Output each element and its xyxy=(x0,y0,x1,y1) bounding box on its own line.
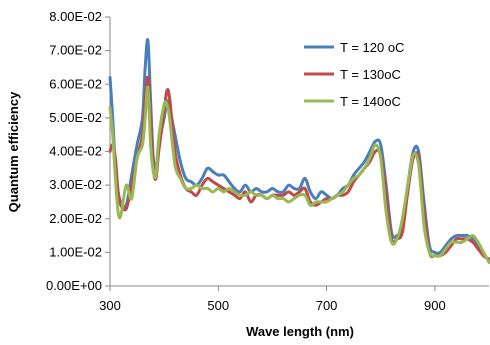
y-tick-label: 7.00E-02 xyxy=(49,43,102,58)
x-tick-label: 300 xyxy=(99,298,121,313)
y-axis-ticks: 0.00E+00 1.00E-02 2.00E-02 3.00E-02 4.00E-02… xyxy=(46,9,110,293)
y-tick-label: 2.00E-02 xyxy=(49,211,102,226)
legend-label-3: T = 140oC xyxy=(340,94,401,109)
series-line-1 xyxy=(108,38,490,261)
plot-area xyxy=(109,17,489,287)
y-tick-label: 8.00E-02 xyxy=(49,9,102,24)
y-tick-label: 6.00E-02 xyxy=(49,76,102,91)
legend: T = 120 oC T = 130oC T = 140oC xyxy=(304,40,404,109)
x-tick-label: 900 xyxy=(424,298,446,313)
legend-label-1: T = 120 oC xyxy=(340,40,404,55)
x-tick-label: 700 xyxy=(316,298,338,313)
series-line-3 xyxy=(108,85,490,264)
series-layer xyxy=(108,38,490,264)
legend-label-2: T = 130oC xyxy=(340,67,401,82)
x-axis-title: Wave length (nm) xyxy=(246,324,354,339)
y-tick-label: 5.00E-02 xyxy=(49,110,102,125)
y-tick-label: 1.00E-02 xyxy=(49,244,102,259)
y-tick-label: 4.00E-02 xyxy=(49,144,102,159)
y-tick-label: 3.00E-02 xyxy=(49,177,102,192)
y-tick-label: 0.00E+00 xyxy=(46,278,102,293)
y-axis-title: Quantum efficiency xyxy=(6,91,21,212)
x-axis-ticks: 300 500 700 900 xyxy=(99,286,446,313)
x-tick-label: 500 xyxy=(207,298,229,313)
